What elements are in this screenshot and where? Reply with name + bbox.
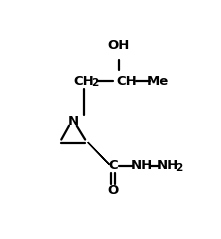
Text: NH: NH — [131, 159, 153, 172]
Text: OH: OH — [108, 39, 130, 52]
Text: NH: NH — [156, 159, 179, 172]
Text: 2: 2 — [175, 163, 183, 173]
Text: C: C — [108, 159, 118, 172]
Text: O: O — [107, 184, 118, 197]
Text: 2: 2 — [91, 78, 99, 88]
Polygon shape — [88, 142, 109, 164]
Text: CH: CH — [116, 75, 137, 87]
Text: CH: CH — [73, 75, 94, 87]
Text: N: N — [67, 114, 78, 128]
Text: Me: Me — [147, 75, 169, 87]
